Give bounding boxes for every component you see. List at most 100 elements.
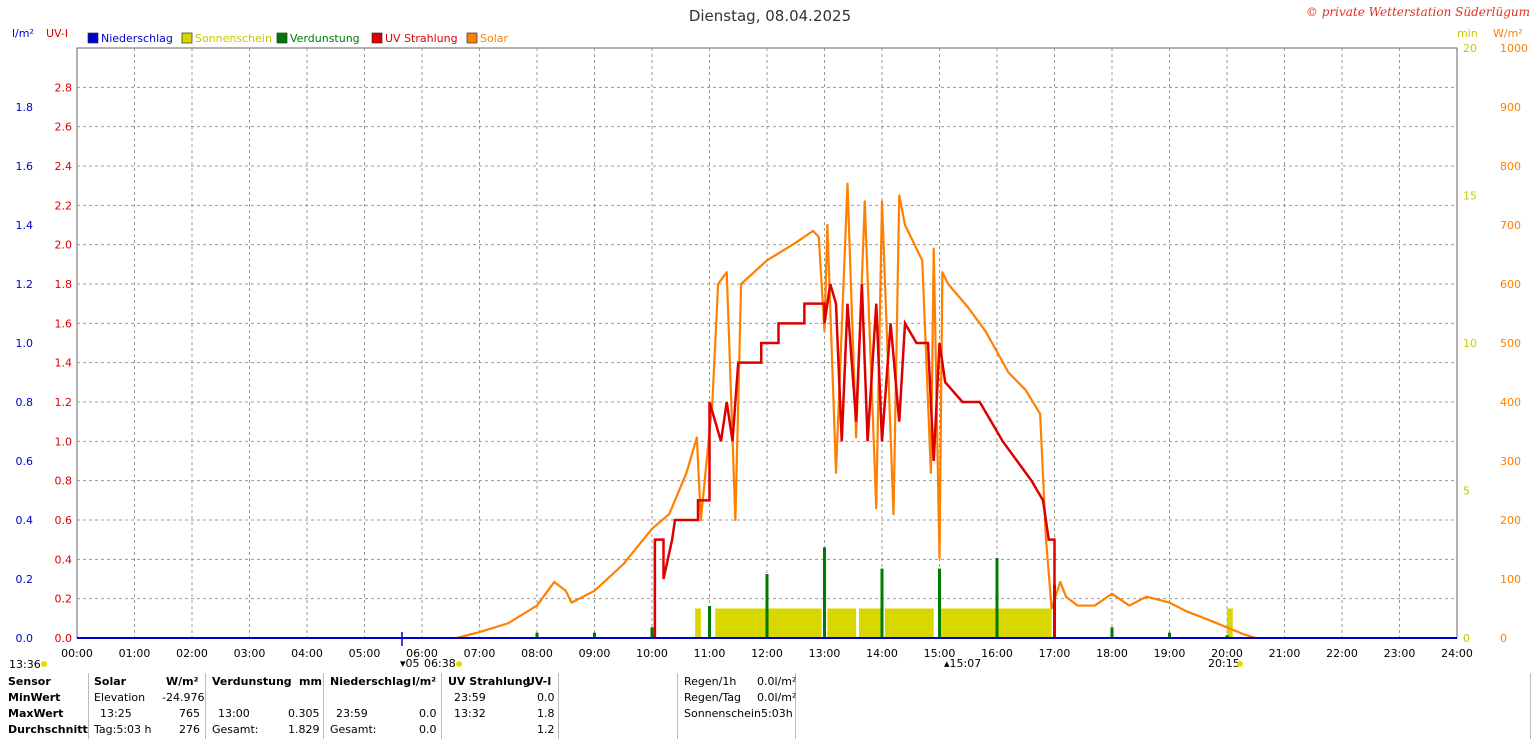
y-tick-uv: 0.4 — [55, 553, 73, 566]
y-tick-niederschlag: 0.2 — [16, 573, 34, 586]
x-tick: 20:00 — [1211, 647, 1243, 660]
y-tick-solar: 800 — [1500, 160, 1521, 173]
x-tick: 16:00 — [981, 647, 1013, 660]
solar-header: Solar — [94, 675, 127, 688]
uv-max-value: 1.8 — [537, 707, 555, 720]
stats-table: Sensor MinWert MaxWert Durchschnitt Sola… — [0, 673, 1536, 741]
solar-max-value: 765 — [179, 707, 200, 720]
noon-time: ▴15:07 — [944, 657, 981, 670]
x-tick: 07:00 — [464, 647, 496, 660]
maxwert-label: MaxWert — [8, 707, 64, 720]
y-tick-solar: 100 — [1500, 573, 1521, 586]
now-time: 13:36 — [9, 658, 41, 671]
y-tick-niederschlag: 0.8 — [16, 396, 34, 409]
legend-label: Verdunstung — [290, 32, 360, 45]
x-tick: 18:00 — [1096, 647, 1128, 660]
x-tick: 01:00 — [119, 647, 151, 660]
y-tick-uv: 0.2 — [55, 593, 73, 606]
niederschlag-unit: l/m² — [412, 675, 437, 688]
solar-avg-value: 276 — [179, 723, 200, 736]
sunrise-prefix: ▾05 — [400, 657, 420, 670]
niederschlag-max-value: 0.0 — [419, 707, 437, 720]
x-tick: 00:00 — [61, 647, 93, 660]
x-tick: 19:00 — [1154, 647, 1186, 660]
y-tick-sonnenschein: 0 — [1463, 632, 1470, 645]
x-tick: 23:00 — [1384, 647, 1416, 660]
legend-label: Niederschlag — [101, 32, 173, 45]
sunshine-bar — [695, 608, 701, 638]
y-tick-sonnenschein: 10 — [1463, 337, 1477, 350]
y-tick-solar: 200 — [1500, 514, 1521, 527]
y-tick-uv: 2.8 — [55, 81, 73, 94]
x-tick: 05:00 — [349, 647, 381, 660]
uv-header: UV Strahlung — [448, 675, 531, 688]
legend-label: Sonnenschein — [195, 32, 272, 45]
x-tick: 13:00 — [809, 647, 841, 660]
y-tick-uv: 2.6 — [55, 121, 73, 134]
verdunstung-max-value: 0.305 — [288, 707, 320, 720]
uv-unit: UV-I — [526, 675, 552, 688]
y-tick-solar: 0 — [1500, 632, 1507, 645]
chart-title: Dienstag, 08.04.2025 — [689, 7, 851, 25]
sunshine-bar — [827, 608, 857, 638]
minwert-label: MinWert — [8, 691, 61, 704]
solar-avg-label: Tag:5:03 h — [94, 723, 152, 736]
legend-swatch — [371, 32, 383, 44]
y-tick-uv: 2.0 — [55, 239, 73, 252]
x-tick: 12:00 — [751, 647, 783, 660]
y-tick-solar: 300 — [1500, 455, 1521, 468]
y-tick-sonnenschein: 5 — [1463, 485, 1470, 498]
uv-max-time: 13:32 — [454, 707, 486, 720]
regen-1h-value: 0.0l/m² — [757, 675, 797, 688]
y-tick-uv: 1.6 — [55, 317, 73, 330]
sunset-time: 20:15 — [1208, 657, 1240, 670]
y-tick-uv: 1.8 — [55, 278, 73, 291]
sunrise-time: 06:38 — [424, 657, 456, 670]
sonnenschein-label: Sonnenschein — [684, 707, 761, 720]
y-tick-niederschlag: 1.6 — [16, 160, 34, 173]
x-tick: 06:00 — [406, 647, 438, 660]
y-tick-uv: 1.2 — [55, 396, 73, 409]
durchschnitt-label: Durchschnitt — [8, 723, 88, 736]
now-dot — [41, 661, 47, 667]
left-outer-unit: l/m² — [12, 27, 34, 40]
x-tick: 14:00 — [866, 647, 898, 660]
sunshine-bar — [859, 608, 882, 638]
right-outer-unit: W/m² — [1493, 27, 1523, 40]
legend-swatch — [466, 32, 478, 44]
uv-line — [653, 283, 1056, 638]
sunshine-bar — [1227, 608, 1233, 638]
right-inner-unit: min — [1457, 27, 1478, 40]
regen-1h-label: Regen/1h — [684, 675, 737, 688]
verdunstung-unit: mm — [299, 675, 322, 688]
y-tick-uv: 1.0 — [55, 435, 73, 448]
x-tick: 15:00 — [924, 647, 956, 660]
uv-min-time: 23:59 — [454, 691, 486, 704]
x-tick: 04:00 — [291, 647, 323, 660]
sonnenschein-value: 5:03h — [761, 707, 793, 720]
x-tick: 02:00 — [176, 647, 208, 660]
solar-min-label: Elevation — [94, 691, 146, 704]
y-tick-uv: 2.2 — [55, 199, 73, 212]
sunset-dot — [1237, 661, 1243, 667]
niederschlag-max-time: 23:59 — [336, 707, 368, 720]
x-tick: 22:00 — [1326, 647, 1358, 660]
uv-avg-value: 1.2 — [537, 723, 555, 736]
y-tick-solar: 900 — [1500, 101, 1521, 114]
x-tick: 09:00 — [579, 647, 611, 660]
verdunstung-header: Verdunstung — [212, 675, 292, 688]
y-tick-niederschlag: 0.0 — [16, 632, 34, 645]
x-tick: 11:00 — [694, 647, 726, 660]
y-tick-uv: 0.0 — [55, 632, 73, 645]
y-tick-solar: 400 — [1500, 396, 1521, 409]
x-tick: 10:00 — [636, 647, 668, 660]
y-tick-niederschlag: 1.8 — [16, 101, 34, 114]
copyright-text: © private Wetterstation Süderlügum — [1306, 5, 1530, 19]
y-tick-solar: 500 — [1500, 337, 1521, 350]
sensor-header: Sensor — [8, 675, 51, 688]
sunshine-bar — [884, 608, 934, 638]
y-tick-niederschlag: 1.2 — [16, 278, 34, 291]
verdunstung-max-time: 13:00 — [218, 707, 250, 720]
legend-label: Solar — [480, 32, 509, 45]
legend-swatch — [181, 32, 193, 44]
